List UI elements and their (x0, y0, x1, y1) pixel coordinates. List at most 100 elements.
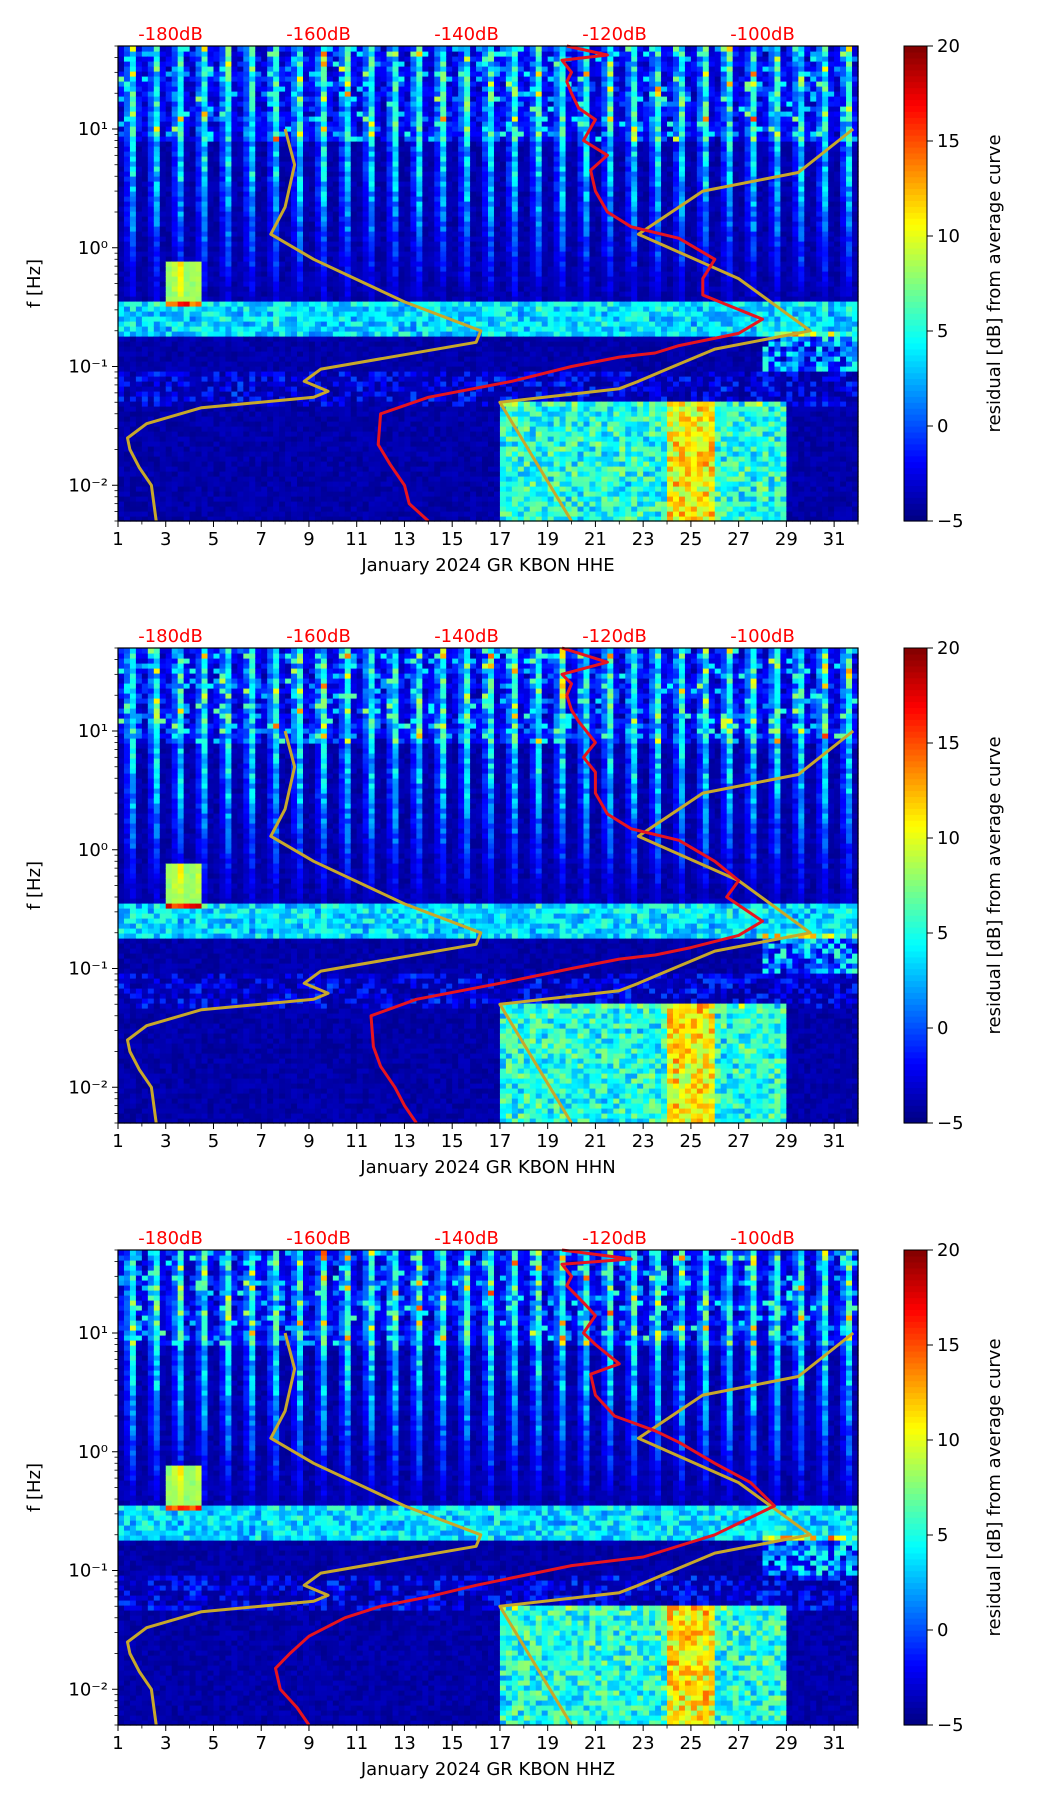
heatmap-cell (207, 431, 215, 437)
heatmap-cell (368, 321, 376, 327)
heatmap-cell (243, 126, 250, 132)
heatmap-cell (171, 411, 179, 417)
heatmap-cell (320, 201, 328, 207)
heatmap-cell (255, 181, 262, 187)
heatmap-cell (129, 466, 137, 472)
heatmap-cell (129, 351, 137, 357)
heatmap-cell (237, 476, 244, 482)
heatmap-cell (171, 456, 179, 462)
heatmap-cell (249, 71, 256, 77)
heatmap-cell (297, 461, 304, 467)
heatmap-cell (374, 216, 382, 222)
heatmap-cell (135, 216, 143, 222)
heatmap-cell (207, 306, 215, 312)
heatmap-cell (147, 126, 155, 132)
heatmap-cell (159, 351, 167, 357)
heatmap-cell (118, 186, 125, 192)
heatmap-cell (129, 56, 137, 62)
heatmap-cell (267, 326, 274, 332)
heatmap-cell (398, 456, 406, 462)
heatmap-cell (135, 461, 143, 467)
heatmap-cell (314, 171, 322, 177)
heatmap-cell (416, 61, 423, 67)
heatmap-cell (153, 431, 161, 437)
heatmap-cell (261, 301, 268, 307)
heatmap-cell (273, 111, 280, 117)
heatmap-cell (213, 386, 221, 392)
heatmap-cell (189, 441, 197, 447)
heatmap-cell (135, 106, 143, 112)
heatmap-cell (314, 296, 322, 302)
heatmap-cell (422, 506, 429, 512)
heatmap-cell (195, 126, 203, 132)
heatmap-cell (338, 406, 346, 412)
heatmap-cell (320, 131, 328, 137)
heatmap-cell (297, 346, 304, 352)
heatmap-cell (201, 176, 209, 182)
heatmap-cell (398, 131, 406, 137)
heatmap-cell (344, 501, 352, 507)
heatmap-cell (231, 496, 238, 502)
heatmap-cell (183, 476, 191, 482)
heatmap-cell (219, 436, 227, 442)
heatmap-cell (183, 481, 191, 487)
heatmap-cell (350, 291, 358, 297)
heatmap-cell (171, 276, 179, 282)
heatmap-cell (249, 506, 256, 512)
heatmap-cell (225, 81, 232, 87)
heatmap-cell (249, 121, 256, 127)
heatmap-cell (320, 146, 328, 152)
heatmap-cell (171, 106, 179, 112)
heatmap-cell (147, 476, 155, 482)
heatmap-cell (237, 91, 244, 97)
heatmap-cell (171, 81, 179, 87)
heatmap-cell (308, 56, 316, 62)
heatmap-cell (261, 181, 268, 187)
heatmap-cell (255, 106, 262, 112)
heatmap-cell (392, 126, 400, 132)
heatmap-cell (165, 396, 173, 402)
heatmap-cell (362, 221, 370, 227)
heatmap-cell (267, 461, 274, 467)
heatmap-cell (308, 76, 316, 82)
heatmap-cell (261, 311, 268, 317)
heatmap-cell (404, 476, 412, 482)
heatmap-cell (123, 381, 131, 387)
heatmap-cell (189, 206, 197, 212)
heatmap-cell (368, 226, 376, 232)
heatmap-cell (123, 91, 131, 97)
heatmap-cell (410, 276, 417, 282)
heatmap-cell (165, 111, 173, 117)
heatmap-cell (356, 206, 364, 212)
heatmap-cell (428, 366, 435, 372)
heatmap-cell (291, 251, 298, 257)
heatmap-cell (267, 356, 274, 362)
heatmap-cell (255, 446, 262, 452)
heatmap-cell (416, 136, 423, 142)
heatmap-cell (392, 286, 400, 292)
heatmap-cell (303, 476, 310, 482)
heatmap-cell (249, 61, 256, 67)
heatmap-cell (279, 126, 286, 132)
heatmap-cell (297, 81, 304, 87)
heatmap-cell (123, 146, 131, 152)
heatmap-cell (153, 306, 161, 312)
heatmap-cell (398, 126, 406, 132)
heatmap-cell (183, 81, 191, 87)
heatmap-cell (410, 66, 417, 72)
heatmap-cell (123, 191, 131, 197)
heatmap-cell (279, 271, 286, 277)
heatmap-cell (147, 496, 155, 502)
heatmap-cell (231, 406, 238, 412)
heatmap-cell (291, 401, 298, 407)
heatmap-cell (135, 486, 143, 492)
heatmap-cell (141, 186, 149, 192)
heatmap-cell (291, 66, 298, 72)
heatmap-cell (326, 311, 334, 317)
heatmap-cell (326, 336, 334, 342)
heatmap-cell (159, 281, 167, 287)
heatmap-cell (410, 376, 417, 382)
heatmap-cell (195, 456, 203, 462)
heatmap-cell (165, 371, 173, 377)
heatmap-cell (165, 271, 173, 277)
